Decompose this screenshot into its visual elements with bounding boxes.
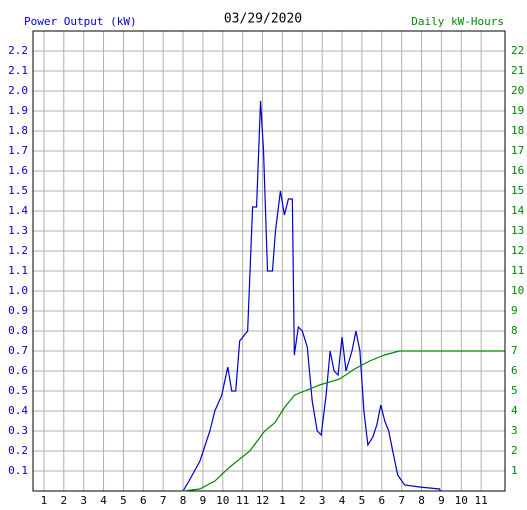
x-tick-label: 7 [398,494,405,507]
x-tick-label: 9 [438,494,445,507]
y2-tick-label: 16 [511,164,524,177]
y2-tick-label: 7 [511,344,518,357]
x-tick-label: 3 [319,494,326,507]
x-tick-label: 2 [60,494,67,507]
y2-tick-label: 8 [511,324,518,337]
y-tick-label: 1.8 [8,124,28,137]
y2-tick-label: 10 [511,284,524,297]
x-tick-label: 8 [418,494,425,507]
x-tick-label: 6 [140,494,147,507]
y2-tick-label: 9 [511,304,518,317]
y-tick-label: 1.2 [8,244,28,257]
y2-tick-label: 11 [511,264,524,277]
y2-tick-label: 14 [511,204,525,217]
y-tick-label: 2.1 [8,64,28,77]
y2-tick-label: 18 [511,124,524,137]
y-tick-label: 1.3 [8,224,28,237]
y-tick-label: 0.3 [8,424,28,437]
y-tick-label: 1.4 [8,204,28,217]
data-line [182,100,441,492]
y-tick-label: 1.6 [8,164,28,177]
y2-tick-label: 21 [511,64,524,77]
x-tick-label: 4 [339,494,346,507]
x-tick-label: 4 [100,494,107,507]
y-tick-label: 1.7 [8,144,28,157]
y2-tick-label: 22 [511,44,524,57]
chart-title: 03/29/2020 [224,12,302,27]
y-tick-label: 2.0 [8,84,28,97]
x-tick-label: 2 [299,494,306,507]
y2-tick-label: 2 [511,444,518,457]
x-tick-label: 9 [200,494,207,507]
y-tick-label: 0.5 [8,384,28,397]
y2-axis-label: Daily kW-Hours [411,15,504,28]
y2-tick-label: 5 [511,384,518,397]
y2-tick-label: 20 [511,84,524,97]
y2-tick-label: 17 [511,144,524,157]
y-tick-label: 0.6 [8,364,28,377]
y-tick-label: 0.8 [8,324,28,337]
y-tick-label: 0.9 [8,304,28,317]
x-tick-label: 10 [455,494,468,507]
x-tick-label: 11 [236,494,249,507]
x-tick-label: 5 [359,494,366,507]
y2-tick-label: 4 [511,404,518,417]
y-tick-label: 0.4 [8,404,28,417]
y2-tick-label: 12 [511,244,524,257]
y-tick-label: 2.2 [8,44,28,57]
x-tick-label: 6 [378,494,385,507]
y-tick-label: 0.1 [8,464,28,477]
y-tick-label: 1.0 [8,284,28,297]
y2-tick-label: 1 [511,464,518,477]
x-tick-label: 11 [475,494,488,507]
y2-tick-label: 19 [511,104,524,117]
x-tick-label: 12 [256,494,269,507]
y-tick-label: 0.2 [8,444,28,457]
y2-tick-label: 15 [511,184,524,197]
plot-frame [32,30,506,492]
x-tick-label: 1 [279,494,286,507]
x-tick-label: 10 [216,494,229,507]
y-tick-label: 0.7 [8,344,28,357]
y2-tick-label: 3 [511,424,518,437]
y-axis-label: Power Output (kW) [24,15,137,28]
x-tick-label: 5 [120,494,127,507]
x-tick-label: 8 [180,494,187,507]
x-tick-label: 1 [41,494,48,507]
y-tick-label: 1.1 [8,264,28,277]
y-tick-label: 1.9 [8,104,28,117]
y-tick-label: 1.5 [8,184,28,197]
data-line [182,350,505,492]
x-tick-label: 7 [160,494,167,507]
x-tick-label: 3 [80,494,87,507]
y2-tick-label: 6 [511,364,518,377]
y2-tick-label: 13 [511,224,524,237]
